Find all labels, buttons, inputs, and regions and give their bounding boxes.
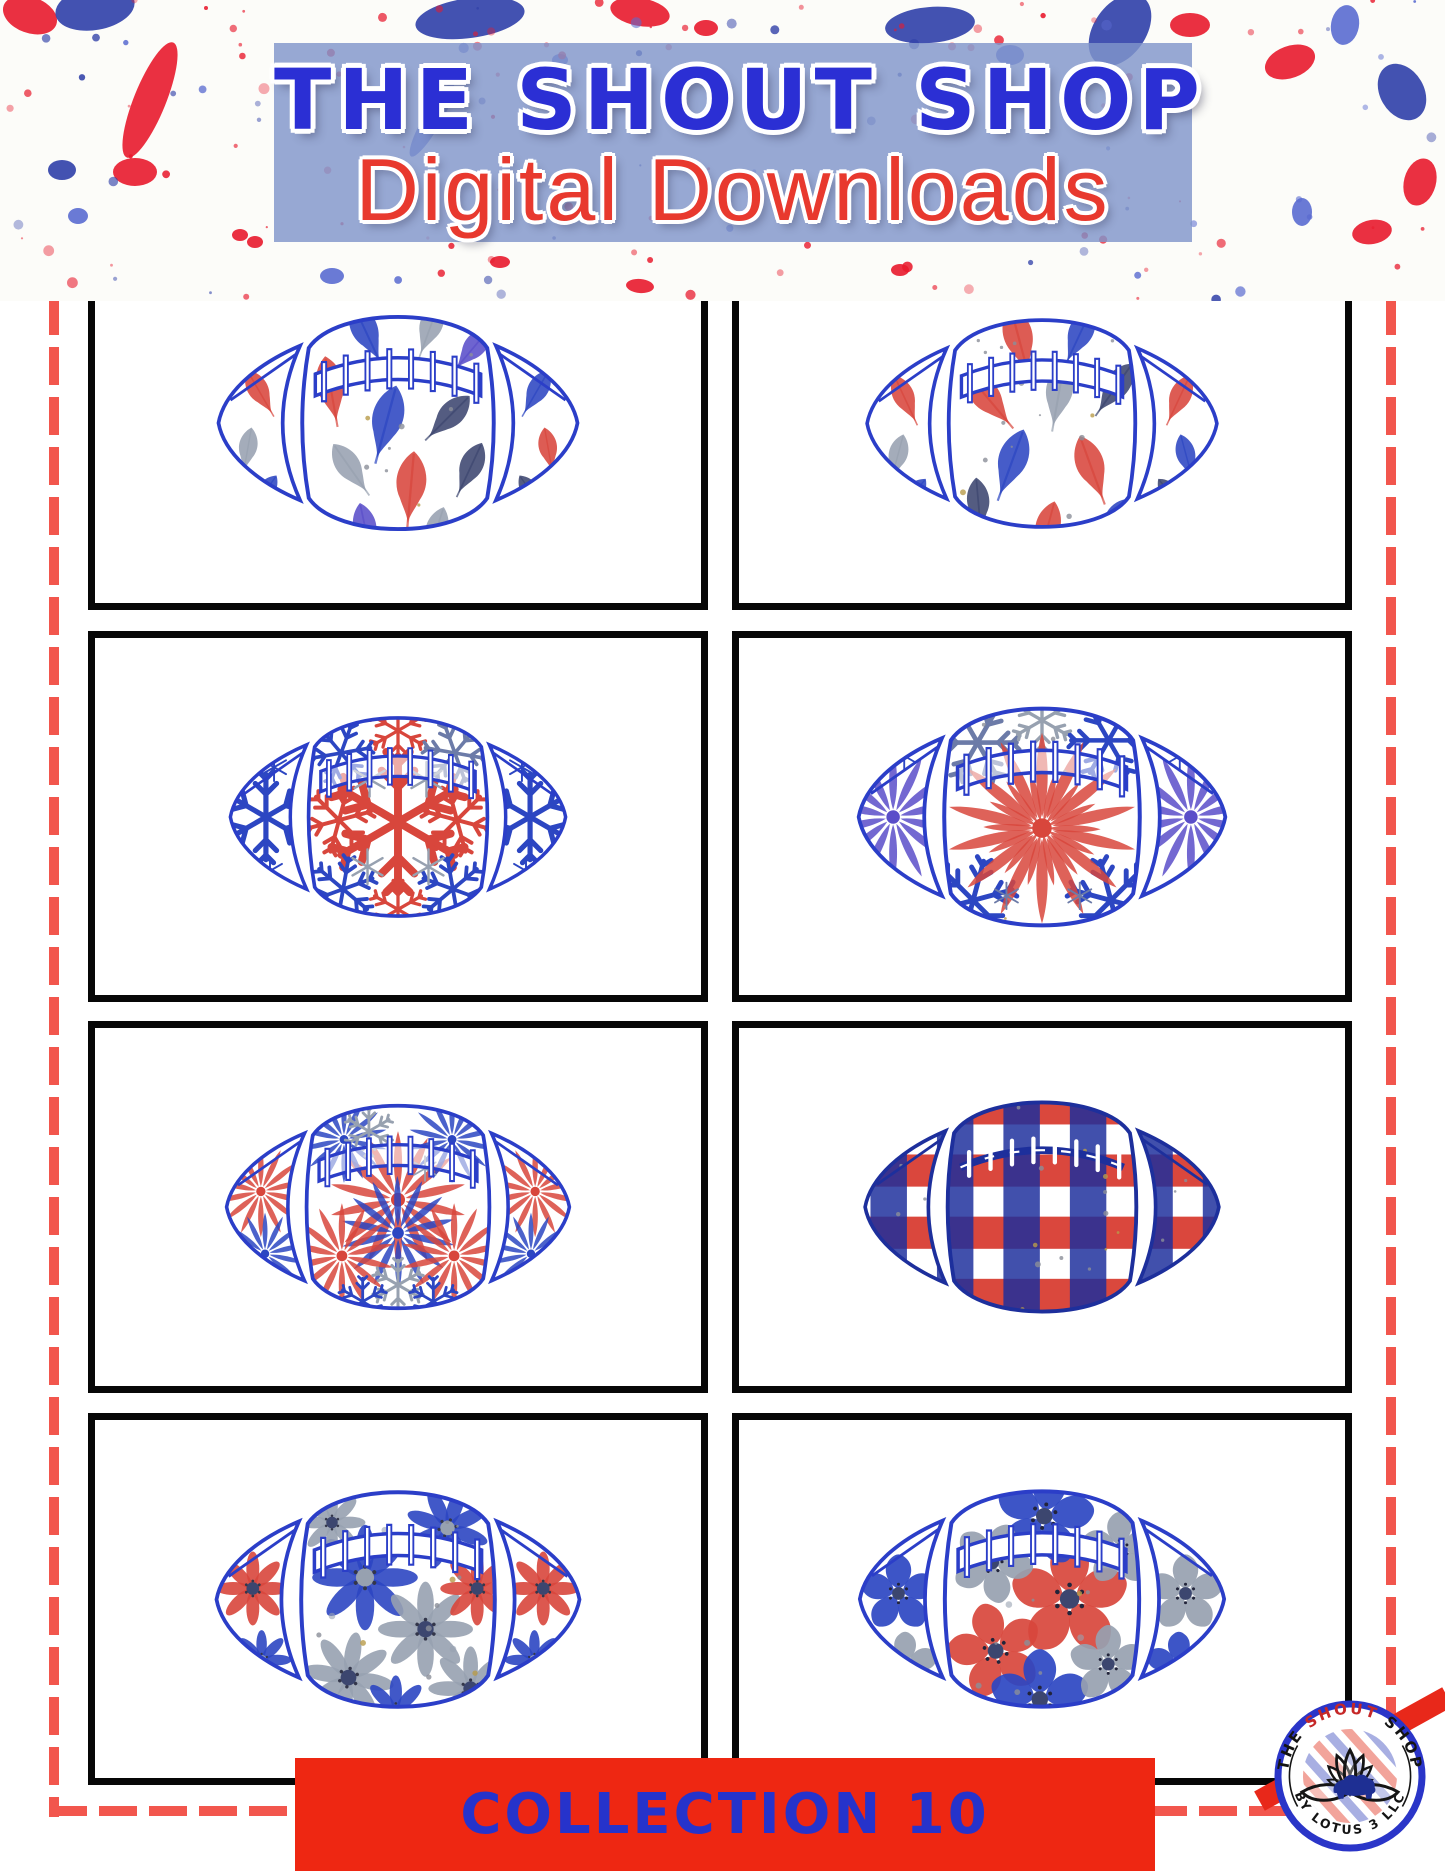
- football-design-graphic: [856, 706, 1228, 927]
- header-band: THE SHOUT SHOP Digital Downloads: [274, 43, 1207, 242]
- logo-arc-left: [1288, 1745, 1299, 1807]
- collection-label: COLLECTION 10: [460, 1782, 990, 1847]
- football-design-graphic: [865, 317, 1219, 529]
- buffalo-icon: [1333, 1774, 1376, 1799]
- collection-banner: COLLECTION 10: [295, 1758, 1155, 1871]
- football-design-graphic: [228, 715, 568, 918]
- football-design-graphic: [216, 315, 580, 531]
- shout-shop-logo: THE SHOUT SHOP BY LOTUS 3 LLC: [1274, 1700, 1426, 1852]
- football-design-graphic: [214, 1489, 582, 1709]
- football-design-graphic: [857, 1489, 1227, 1709]
- logo-arc-right: [1401, 1745, 1412, 1807]
- design-cell-football-snowflakes-red-blue: [88, 631, 708, 1002]
- design-cell-football-red-blue-snowflake-bursts: [88, 1021, 708, 1393]
- design-cell-football-buffalo-plaid: [732, 1021, 1352, 1393]
- design-cell-football-watercolor-poppies: [732, 1413, 1352, 1785]
- header-banner: THE SHOUT SHOP Digital Downloads: [0, 0, 1445, 301]
- header-subtitle: Digital Downloads: [355, 140, 1111, 239]
- dashed-border-left: [49, 297, 59, 1817]
- football-design-graphic: [224, 1103, 572, 1311]
- design-cell-football-watercolor-daisies: [88, 1413, 708, 1785]
- dashed-border-right: [1386, 297, 1396, 1817]
- design-cell-football-red-starburst-snowflake: [732, 631, 1352, 1002]
- shop-title: THE SHOUT SHOP: [274, 51, 1207, 149]
- football-design-graphic: [863, 1100, 1221, 1314]
